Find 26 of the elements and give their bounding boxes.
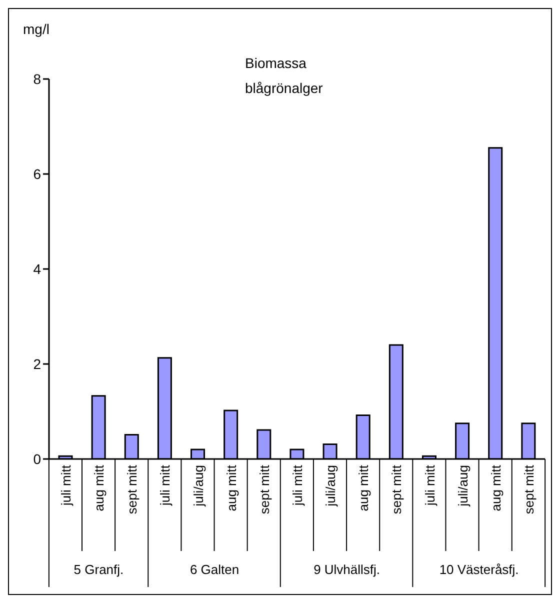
x-tick-label: juli/aug [190,465,206,508]
x-tick-label: aug mitt [356,464,372,512]
x-tick-label: aug mitt [224,464,239,512]
y-tick-label: 8 [33,70,42,87]
y-tick-label: 2 [33,356,42,372]
y-tick-label: 4 [33,260,42,277]
x-tick-label: sept mitt [256,464,272,514]
x-tick-label: juli mitt [290,464,305,506]
text: 5 Granfj. [74,562,124,577]
x-tick-label: juli mitt [158,464,173,506]
x-tick-label: sept mitt [521,464,536,514]
chart-title: Biomassa blågrönalger [245,54,324,98]
x-tick-label: sept mitt [124,464,140,514]
text: 6 Galten [190,562,240,577]
x-tick-label: juli mitt [58,464,74,506]
y-tick-label: 6 [33,166,42,182]
text: 9 Ulvhällsfj. [314,562,380,577]
x-tick-label: sept mitt [389,464,404,514]
x-tick-label: aug mitt [92,464,107,512]
x-tick-label: juli/aug [323,465,338,508]
x-tick-label: juli mitt [422,464,438,506]
x-tick-label: juli/aug [455,465,470,508]
text: 10 Västeråsfj. [439,562,519,577]
y-tick-label: 0 [33,450,42,467]
y-axis-title: mg/l [23,21,50,37]
x-tick-label: aug mitt [488,464,504,512]
